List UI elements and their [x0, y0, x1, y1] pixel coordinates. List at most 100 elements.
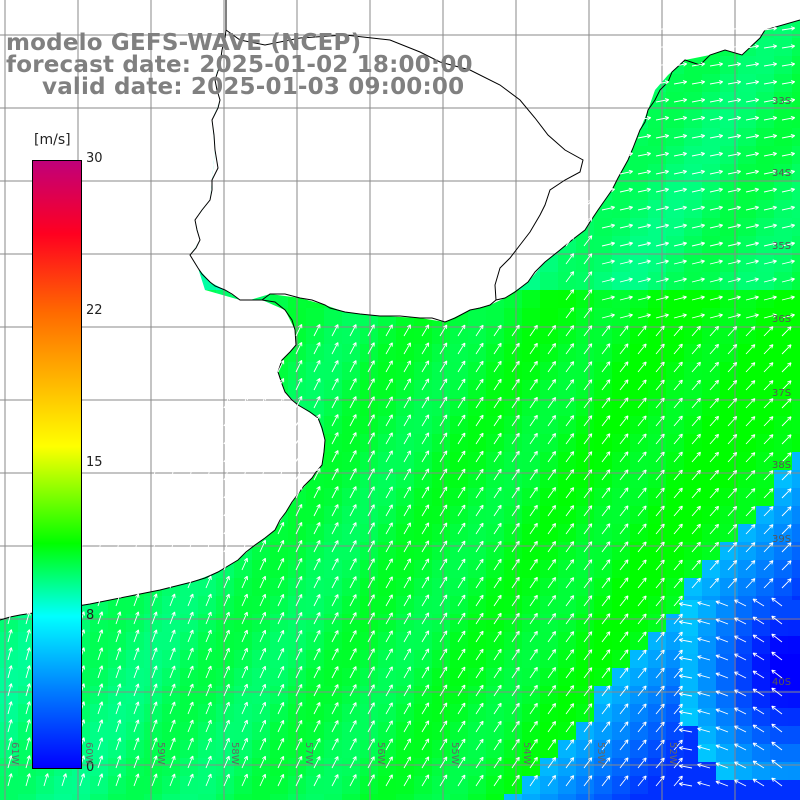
wind-arrow	[745, 205, 759, 211]
wind-arrow	[349, 324, 357, 337]
wind-arrow	[205, 593, 212, 607]
wind-arrow	[313, 666, 321, 679]
wind-arrow	[115, 683, 122, 697]
wind-arrow	[25, 611, 31, 625]
wind-arrow	[619, 313, 633, 319]
wind-arrow	[655, 361, 665, 373]
wind-speed-cell	[162, 776, 180, 794]
wind-arrow	[619, 559, 629, 571]
wind-arrow	[745, 313, 759, 319]
wind-arrow	[187, 719, 194, 733]
wind-speed-cell	[756, 776, 774, 794]
wind-arrow	[277, 575, 285, 589]
wind-speed-cell	[702, 56, 720, 74]
wind-arrow	[529, 774, 538, 787]
wind-arrow	[385, 432, 393, 445]
wind-arrow	[313, 540, 321, 553]
wind-arrow	[745, 98, 760, 103]
wind-arrow	[734, 743, 747, 751]
wind-arrow	[151, 611, 158, 625]
wind-speed-cell	[756, 146, 774, 164]
wind-speed-cell	[234, 560, 252, 578]
wind-arrow	[295, 719, 303, 733]
wind-arrow	[331, 594, 339, 607]
wind-speed-cell	[792, 200, 800, 218]
wind-arrow	[187, 755, 194, 769]
wind-arrow	[457, 414, 466, 427]
wind-arrow	[205, 665, 212, 679]
wind-speed-cell	[144, 650, 162, 668]
wind-arrow	[187, 665, 194, 679]
wind-arrow	[475, 756, 484, 769]
wind-arrow	[367, 522, 375, 535]
wind-speed-cell	[126, 776, 144, 794]
wind-arrow	[655, 44, 670, 49]
wind-arrow	[331, 666, 339, 679]
wind-arrow	[763, 326, 774, 337]
wind-speed-cell	[270, 614, 288, 632]
wind-arrow	[655, 313, 669, 319]
wind-arrow	[547, 577, 557, 589]
wind-arrow	[331, 612, 339, 625]
wind-arrow	[565, 343, 575, 355]
wind-speed-cell	[702, 128, 720, 146]
wind-arrow	[115, 701, 122, 715]
wind-arrow	[678, 674, 693, 679]
wind-arrow	[349, 684, 357, 697]
wind-arrow	[97, 683, 104, 697]
wind-arrow	[475, 414, 484, 427]
wind-speed-cell	[324, 794, 342, 800]
wind-arrow	[331, 432, 339, 445]
wind-arrow	[259, 467, 267, 481]
wind-arrow	[601, 295, 615, 301]
wind-speed-cell	[396, 794, 414, 800]
wind-arrow	[709, 62, 724, 67]
wind-arrow	[367, 558, 375, 571]
wind-speed-cell	[702, 776, 720, 794]
wind-speed-cell	[716, 726, 734, 744]
wind-arrow	[313, 414, 321, 427]
wind-arrow	[331, 720, 339, 733]
wind-arrow	[637, 295, 651, 301]
wind-arrow	[583, 541, 593, 553]
wind-arrow	[619, 397, 629, 409]
wind-arrow	[565, 271, 575, 283]
wind-arrow	[169, 593, 176, 607]
wind-arrow	[439, 774, 448, 787]
wind-speed-cell	[774, 92, 792, 110]
wind-arrow	[277, 647, 285, 661]
wind-arrow	[673, 313, 687, 319]
wind-arrow	[151, 539, 158, 553]
wind-arrow	[439, 432, 448, 445]
wind-arrow	[709, 415, 720, 427]
wind-speed-cell	[216, 704, 234, 722]
wind-arrow	[781, 398, 792, 409]
wind-arrow	[655, 703, 665, 715]
wind-speed-cell	[720, 128, 738, 146]
wind-arrow	[637, 313, 651, 319]
wind-speed-cell	[252, 614, 270, 632]
wind-arrow	[367, 648, 375, 661]
wind-speed-cell	[198, 740, 216, 758]
wind-arrow	[511, 594, 520, 607]
wind-arrow	[511, 342, 520, 355]
wind-arrow	[547, 649, 557, 661]
wind-speed-cell	[738, 110, 756, 128]
wind-arrow	[439, 522, 448, 535]
wind-arrow	[637, 631, 647, 643]
wind-arrow	[752, 670, 765, 679]
wind-arrow	[529, 558, 538, 571]
wind-arrow	[475, 594, 484, 607]
wind-arrow	[277, 521, 285, 535]
wind-arrow	[223, 773, 230, 787]
wind-arrow	[565, 433, 575, 445]
wind-arrow	[277, 683, 285, 697]
wind-speed-cell	[792, 56, 800, 74]
wind-arrow	[133, 593, 140, 607]
wind-arrow	[529, 594, 538, 607]
wind-speed-cell	[648, 236, 666, 254]
wind-arrow	[295, 467, 303, 481]
wind-arrow	[403, 486, 411, 499]
wind-arrow	[457, 558, 466, 571]
wind-speed-cell	[270, 650, 288, 668]
